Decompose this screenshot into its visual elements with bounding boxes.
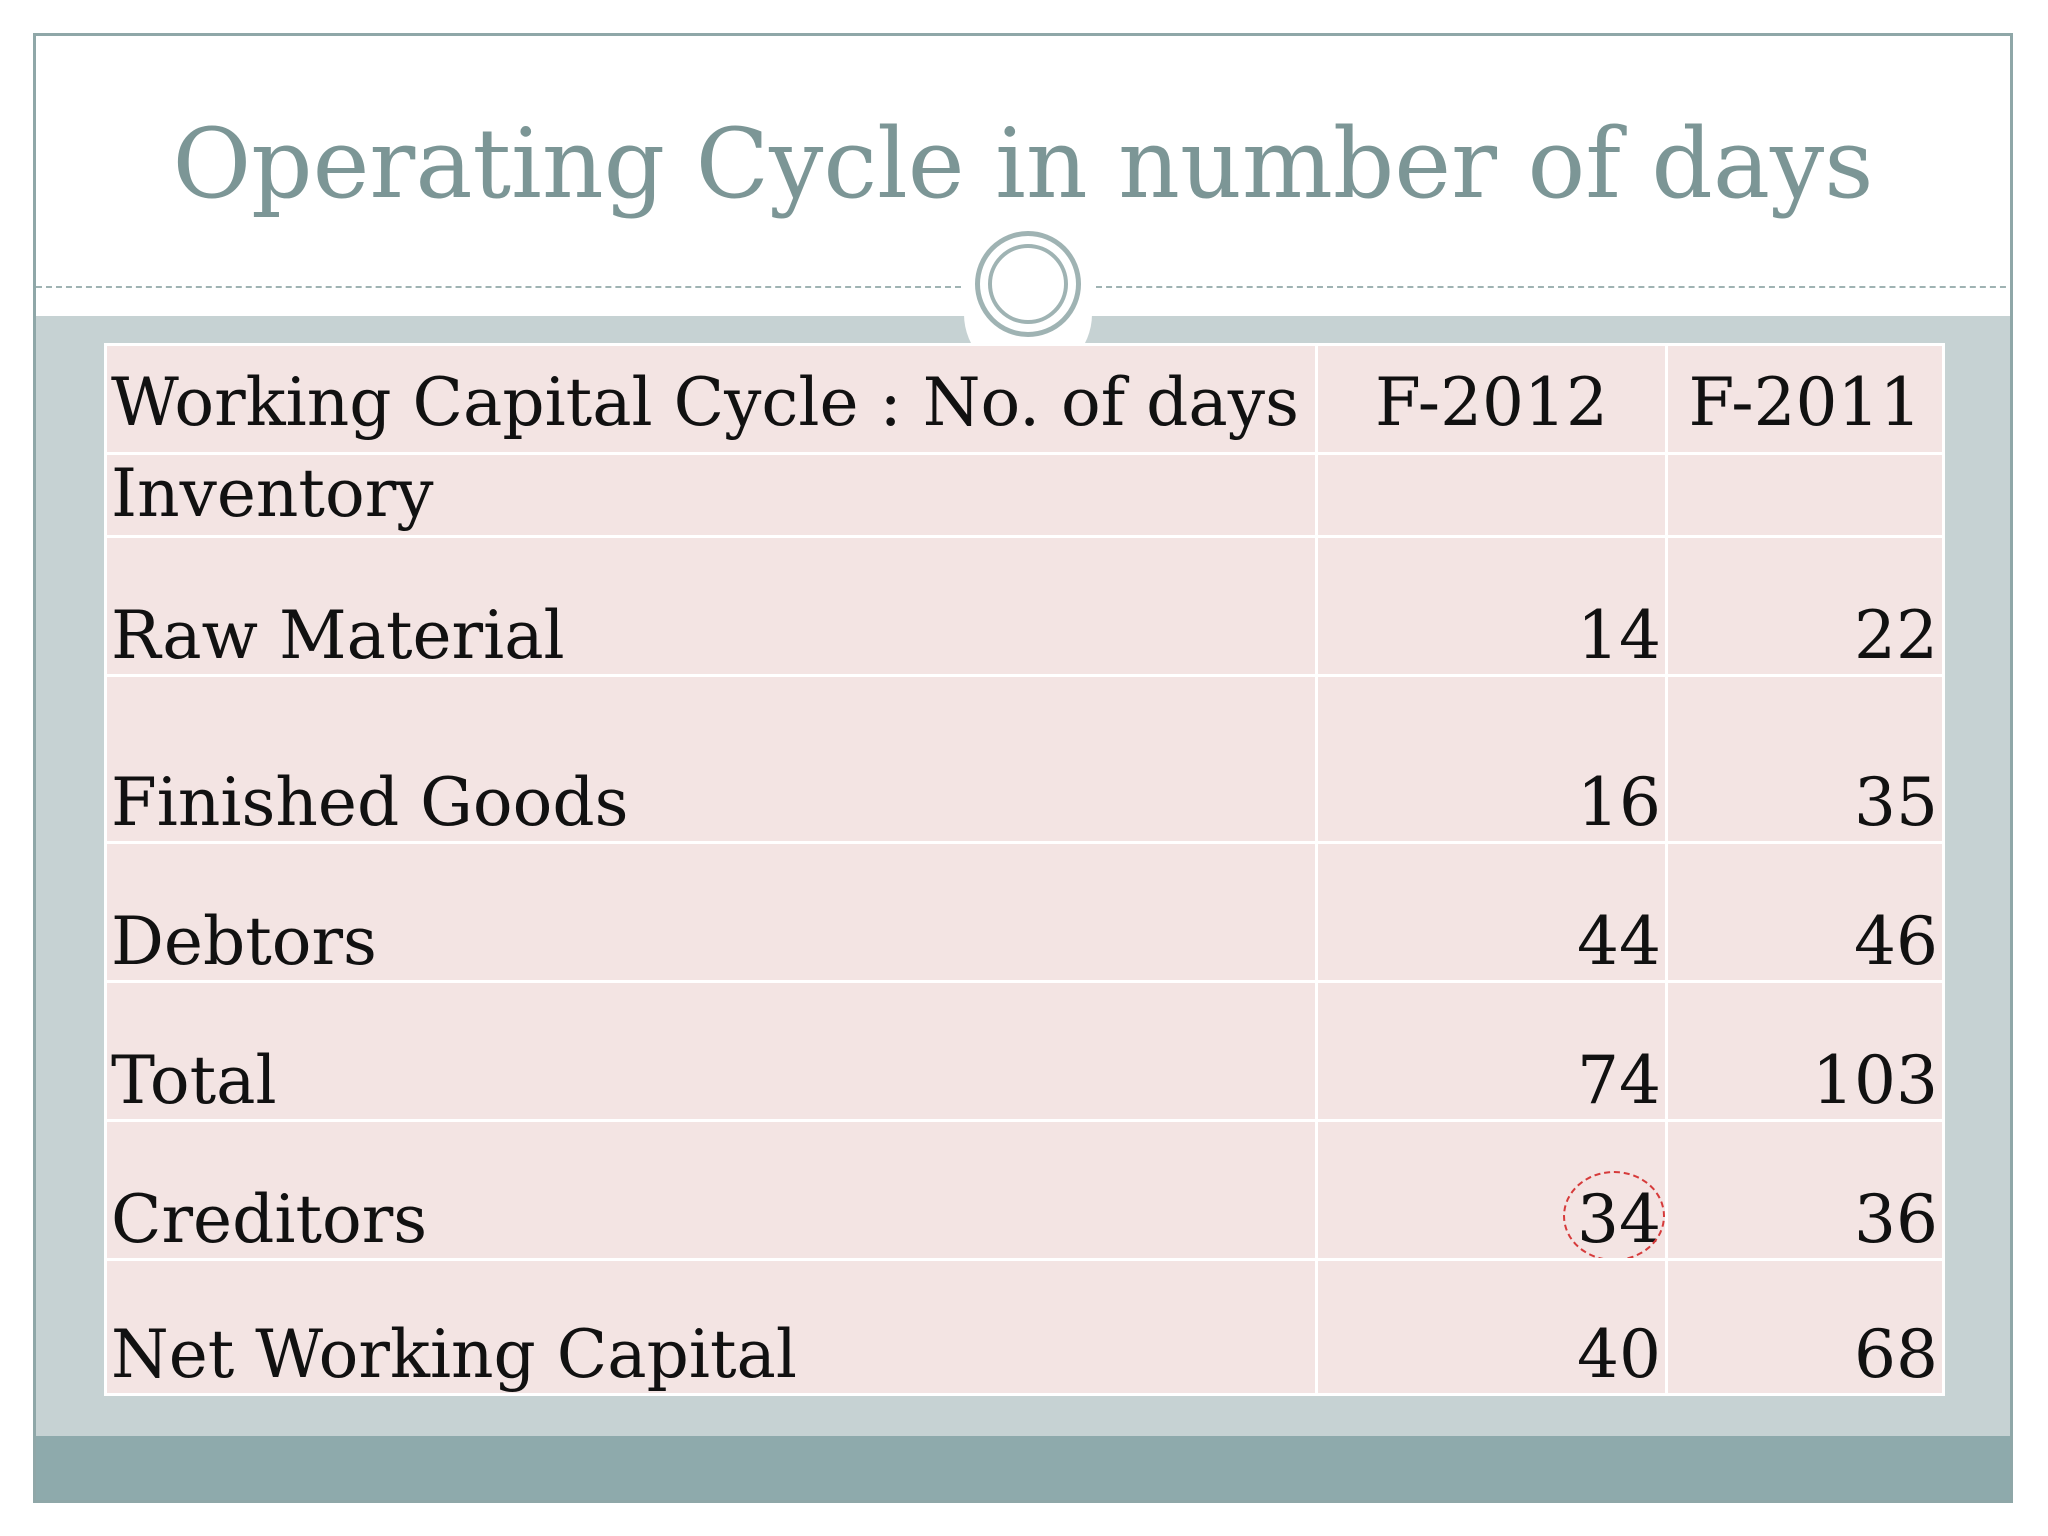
row-label: Inventory — [104, 452, 1318, 538]
row-value-f2012: 74 — [1315, 980, 1668, 1122]
table-row: Raw Material 14 22 — [104, 535, 1945, 677]
row-label: Debtors — [104, 841, 1318, 983]
table-row: Creditors 34 36 — [104, 1119, 1945, 1261]
table-row: Net Working Capital 40 68 — [104, 1258, 1945, 1396]
header-divider-left — [36, 286, 961, 288]
row-label: Net Working Capital — [104, 1258, 1318, 1396]
row-value-f2012: 40 — [1315, 1258, 1668, 1396]
row-value-f2012: 16 — [1315, 674, 1668, 844]
row-value-f2011: 36 — [1665, 1119, 1945, 1261]
circled-value: 34 — [1563, 1171, 1664, 1258]
table-row: Inventory — [104, 452, 1945, 538]
working-capital-table: Working Capital Cycle : No. of days F-20… — [104, 343, 1945, 1396]
table-row: Total 74 103 — [104, 980, 1945, 1122]
table-row: Finished Goods 16 35 — [104, 674, 1945, 844]
header-f2012: F-2012 — [1315, 343, 1668, 455]
row-value-f2012-cell: 34 — [1315, 1119, 1668, 1261]
header-f2011: F-2011 — [1665, 343, 1945, 455]
row-value-f2011: 68 — [1665, 1258, 1945, 1396]
ornament-inner-ring-icon — [988, 244, 1068, 324]
row-value-f2012: 44 — [1315, 841, 1668, 983]
row-label: Finished Goods — [104, 674, 1318, 844]
table-header-row: Working Capital Cycle : No. of days F-20… — [104, 343, 1945, 455]
row-value-f2012 — [1315, 452, 1668, 538]
slide-title: Operating Cycle in number of days — [172, 108, 1874, 220]
row-value-f2011: 35 — [1665, 674, 1945, 844]
row-value-f2011: 103 — [1665, 980, 1945, 1122]
row-label: Total — [104, 980, 1318, 1122]
row-label: Creditors — [104, 1119, 1318, 1261]
row-label: Raw Material — [104, 535, 1318, 677]
row-value-f2011: 46 — [1665, 841, 1945, 983]
footer-band — [36, 1436, 2010, 1500]
slide: Operating Cycle in number of days Workin… — [33, 33, 2013, 1503]
row-value-f2011: 22 — [1665, 535, 1945, 677]
header-label: Working Capital Cycle : No. of days — [104, 343, 1318, 455]
table-row: Debtors 44 46 — [104, 841, 1945, 983]
row-value-f2012: 14 — [1315, 535, 1668, 677]
row-value-f2011 — [1665, 452, 1945, 538]
header-divider-right — [1096, 286, 2010, 288]
